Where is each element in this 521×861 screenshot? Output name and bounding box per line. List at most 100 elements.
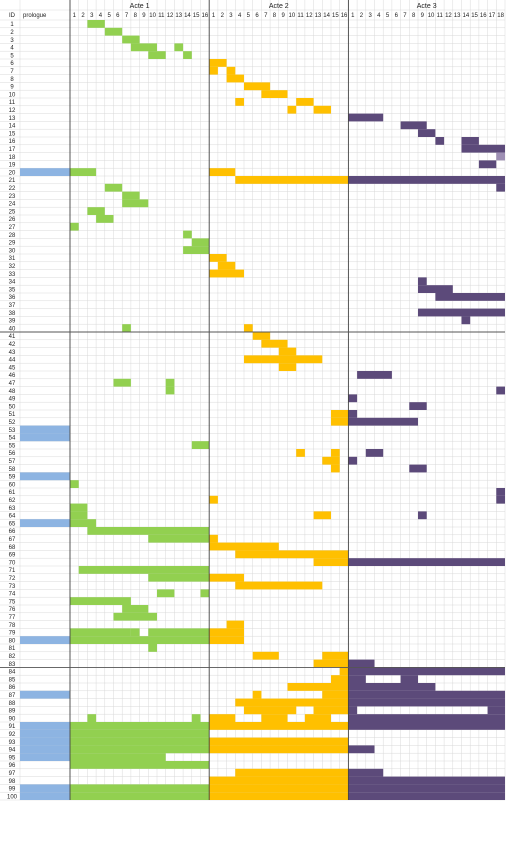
presence-bar — [70, 753, 166, 761]
row-id-label: 53 — [9, 428, 16, 434]
presence-bar — [209, 542, 279, 551]
row-id-label: 35 — [9, 287, 16, 293]
presence-bar — [331, 417, 349, 426]
row-id-label: 3 — [10, 38, 14, 44]
scene-tick-label: 3 — [90, 13, 94, 19]
row-id-label: 9 — [10, 85, 14, 91]
row-id-label: 30 — [9, 248, 16, 254]
scene-tick-label: 1 — [73, 13, 77, 19]
row-id-label: 90 — [9, 716, 16, 722]
row-id-label: 63 — [9, 506, 16, 512]
presence-bar — [313, 105, 331, 114]
presence-bar — [487, 706, 505, 715]
presence-bar — [191, 441, 210, 449]
row-id-label: 78 — [9, 623, 16, 629]
presence-bar — [496, 183, 505, 192]
prologue-cell — [20, 753, 70, 761]
prologue-cell — [20, 737, 70, 746]
presence-bar — [209, 495, 218, 504]
presence-bar — [70, 784, 210, 793]
presence-bar — [209, 722, 349, 730]
presence-bar — [70, 519, 97, 527]
presence-bar — [331, 675, 349, 683]
chart-grid — [0, 0, 506, 801]
presence-bar — [70, 636, 210, 644]
presence-bar — [148, 51, 166, 59]
presence-bar — [209, 254, 227, 262]
presence-bar — [418, 714, 505, 722]
scene-tick-label: 4 — [238, 13, 242, 19]
presence-bar — [348, 768, 384, 777]
presence-bar — [287, 105, 297, 114]
presence-bar — [296, 449, 305, 457]
row-id-label: 95 — [9, 755, 16, 761]
presence-bar — [226, 620, 244, 629]
presence-bar — [226, 74, 244, 83]
presence-bar — [70, 597, 131, 605]
presence-bar — [461, 137, 479, 145]
presence-bar — [348, 745, 375, 754]
row-id-label: 49 — [9, 397, 16, 403]
row-id-label: 64 — [9, 514, 16, 520]
presence-bar — [209, 636, 244, 644]
presence-bar — [461, 316, 471, 325]
presence-bar — [209, 776, 349, 785]
scene-tick-label: 16 — [202, 13, 209, 19]
presence-bar — [209, 714, 236, 722]
presence-bar — [209, 628, 244, 637]
chart-separators — [0, 0, 505, 800]
presence-bar — [244, 82, 271, 91]
scene-tick-label: 8 — [134, 13, 138, 19]
presence-bar — [174, 43, 184, 52]
row-id-label: 1 — [10, 22, 14, 28]
row-id-label: 17 — [9, 147, 16, 153]
presence-bar — [252, 332, 271, 340]
row-id-label: 24 — [9, 202, 16, 208]
row-id-label: 96 — [9, 763, 16, 769]
scene-tick-label: 12 — [306, 13, 313, 19]
row-id-label: 38 — [9, 311, 16, 317]
presence-bar — [113, 378, 131, 387]
scene-tick-label: 15 — [471, 13, 478, 19]
presence-bar — [478, 160, 497, 169]
scene-tick-label: 11 — [297, 13, 304, 19]
row-id-label: 28 — [9, 233, 16, 239]
scene-tick-label: 4 — [99, 13, 103, 19]
presence-bar — [418, 511, 427, 520]
row-id-label: 92 — [9, 732, 16, 738]
presence-bar — [348, 698, 505, 707]
row-id-label: 74 — [9, 592, 16, 598]
presence-bar — [400, 675, 418, 683]
row-id-label: 61 — [9, 490, 16, 496]
presence-bar — [148, 573, 210, 582]
presence-bar — [148, 628, 210, 637]
presence-bar — [78, 566, 210, 574]
row-id-label: 58 — [9, 467, 16, 473]
prologue-cell — [20, 433, 70, 442]
presence-bar — [461, 144, 505, 153]
scene-tick-label: 8 — [273, 13, 277, 19]
presence-bar — [348, 714, 418, 722]
row-id-label: 99 — [9, 787, 16, 793]
presence-bar — [209, 59, 227, 67]
row-id-label: 97 — [9, 771, 16, 777]
scene-tick-label: 1 — [351, 13, 355, 19]
presence-bar — [122, 324, 131, 332]
presence-bar — [496, 386, 505, 395]
scene-tick-label: 6 — [395, 13, 399, 19]
row-id-label: 46 — [9, 373, 16, 379]
presence-bar — [130, 628, 140, 637]
row-id-label: 79 — [9, 631, 16, 637]
row-id-label: 26 — [9, 217, 16, 223]
prologue-cell — [20, 690, 70, 699]
presence-bar — [209, 269, 244, 278]
row-id-label: 51 — [9, 412, 16, 418]
presence-bar — [435, 293, 505, 301]
presence-bar — [348, 558, 505, 566]
presence-bar — [235, 768, 349, 777]
scene-tick-label: 13 — [175, 13, 182, 19]
row-id-label: 93 — [9, 740, 16, 746]
presence-bar — [70, 628, 131, 637]
scene-tick-label: 14 — [463, 13, 470, 19]
presence-bar — [435, 137, 445, 145]
